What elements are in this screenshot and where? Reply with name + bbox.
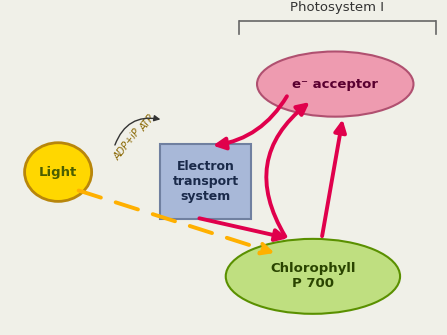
Text: Photosystem I: Photosystem I — [291, 1, 384, 14]
Text: e⁻ acceptor: e⁻ acceptor — [292, 78, 378, 90]
Text: Chlorophyll
P 700: Chlorophyll P 700 — [270, 262, 356, 290]
Text: Light: Light — [39, 165, 77, 179]
Ellipse shape — [257, 52, 413, 117]
Text: Electron
transport
system: Electron transport system — [173, 160, 239, 203]
Ellipse shape — [226, 239, 400, 314]
Text: ATP: ATP — [138, 113, 157, 133]
Text: ADP+iP: ADP+iP — [112, 127, 143, 162]
FancyBboxPatch shape — [160, 144, 251, 219]
Ellipse shape — [25, 143, 92, 201]
